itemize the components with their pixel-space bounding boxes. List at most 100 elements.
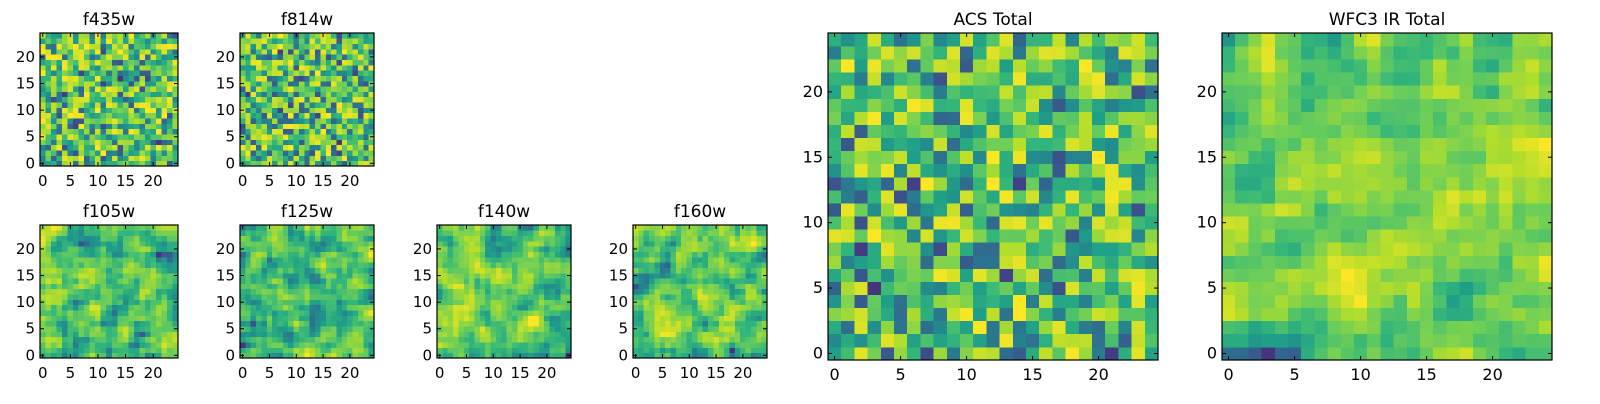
heatmap-cell: [310, 113, 316, 119]
heatmap-cell: [480, 230, 486, 236]
heatmap-cell: [331, 241, 337, 247]
heatmap-cell: [1105, 282, 1119, 295]
heatmap-cell: [1526, 255, 1540, 268]
heatmap-cell: [1118, 46, 1132, 59]
heatmap-cell: [95, 273, 101, 279]
heatmap-cell: [336, 97, 342, 103]
heatmap-cell: [458, 315, 464, 321]
heatmap-cell: [315, 252, 321, 258]
heatmap-cell: [1118, 125, 1132, 138]
heatmap-cell: [139, 49, 145, 55]
heatmap-cell: [692, 257, 698, 263]
heatmap-cell: [1512, 295, 1526, 308]
heatmap-cell: [746, 236, 752, 242]
heatmap-cell: [95, 268, 101, 274]
heatmap-cell: [57, 299, 63, 305]
heatmap-cell: [156, 310, 162, 316]
heatmap-cell: [437, 284, 443, 290]
heatmap-cell: [703, 257, 709, 263]
heatmap-cell: [112, 241, 118, 247]
heatmap-cell: [101, 262, 107, 268]
heatmap-cell: [294, 60, 300, 66]
heatmap-cell: [57, 118, 63, 124]
heatmap-cell: [299, 289, 305, 295]
heatmap-cell: [523, 284, 529, 290]
heatmap-cell: [475, 331, 481, 337]
heatmap-cell: [719, 236, 725, 242]
heatmap-cell: [363, 92, 369, 98]
heatmap-cell: [671, 284, 677, 290]
heatmap-cell: [68, 299, 74, 305]
heatmap-cell: [304, 337, 310, 343]
heatmap-cell: [51, 97, 57, 103]
heatmap-cell: [703, 268, 709, 274]
heatmap-cell: [1301, 203, 1315, 216]
heatmap-cell: [156, 321, 162, 327]
heatmap-cell: [1367, 321, 1381, 334]
heatmap-cell: [358, 315, 364, 321]
heatmap-cell: [240, 76, 246, 82]
heatmap-cell: [128, 268, 134, 274]
heatmap-cell: [841, 125, 855, 138]
heatmap-cell: [336, 129, 342, 135]
heatmap-cell: [84, 347, 90, 353]
heatmap-cell: [299, 155, 305, 161]
heatmap-cell: [347, 150, 353, 156]
heatmap-cell: [986, 255, 1000, 268]
heatmap-cell: [934, 98, 948, 111]
heatmap-cell: [261, 81, 267, 87]
heatmap-cell: [560, 284, 566, 290]
heatmap-cell: [1105, 229, 1119, 242]
heatmap-cell: [358, 289, 364, 295]
heatmap-cell: [326, 97, 332, 103]
heatmap-cell: [550, 310, 556, 316]
heatmap-cell: [123, 342, 129, 348]
heatmap-cell: [288, 347, 294, 353]
heatmap-cell: [496, 299, 502, 305]
heatmap-cell: [1394, 190, 1408, 203]
heatmap-cell: [491, 299, 497, 305]
heatmap-cell: [907, 151, 921, 164]
heatmap-cell: [491, 246, 497, 252]
heatmap-cell: [947, 59, 961, 72]
heatmap-cell: [353, 337, 359, 343]
heatmap-cell: [1486, 164, 1500, 177]
heatmap-cell: [458, 347, 464, 353]
heatmap-cell: [272, 139, 278, 145]
heatmap-cell: [1145, 229, 1159, 242]
heatmap-cell: [437, 257, 443, 263]
heatmap-cell: [261, 315, 267, 321]
heatmap-cell: [363, 49, 369, 55]
heatmap-cell: [458, 331, 464, 337]
heatmap-cell: [347, 38, 353, 44]
heatmap-cell: [283, 305, 289, 311]
heatmap-cell: [947, 85, 961, 98]
heatmap-cell: [46, 331, 52, 337]
heatmap-cell: [167, 102, 173, 108]
heatmap-cell: [123, 38, 129, 44]
heatmap-cell: [62, 118, 68, 124]
heatmap-cell: [326, 60, 332, 66]
heatmap-cell: [353, 65, 359, 71]
heatmap-cell: [288, 118, 294, 124]
heatmap-cell: [261, 299, 267, 305]
heatmap-cell: [310, 102, 316, 108]
heatmap-cell: [1105, 255, 1119, 268]
heatmap-cell: [539, 252, 545, 258]
heatmap-cell: [134, 38, 140, 44]
heatmap-cell: [512, 337, 518, 343]
heatmap-cell: [453, 331, 459, 337]
heatmap-cell: [304, 225, 310, 231]
heatmap-cell: [1380, 282, 1394, 295]
heatmap-cell: [46, 273, 52, 279]
heatmap-cell: [73, 230, 79, 236]
heatmap-cell: [347, 236, 353, 242]
heatmap-cell: [1118, 190, 1132, 203]
heatmap-cell: [101, 107, 107, 113]
heatmap-cell: [1262, 164, 1276, 177]
heatmap-cell: [331, 54, 337, 60]
heatmap-cell: [272, 86, 278, 92]
heatmap-cell: [68, 113, 74, 119]
heatmap-cell: [79, 236, 85, 242]
heatmap-cell: [51, 278, 57, 284]
